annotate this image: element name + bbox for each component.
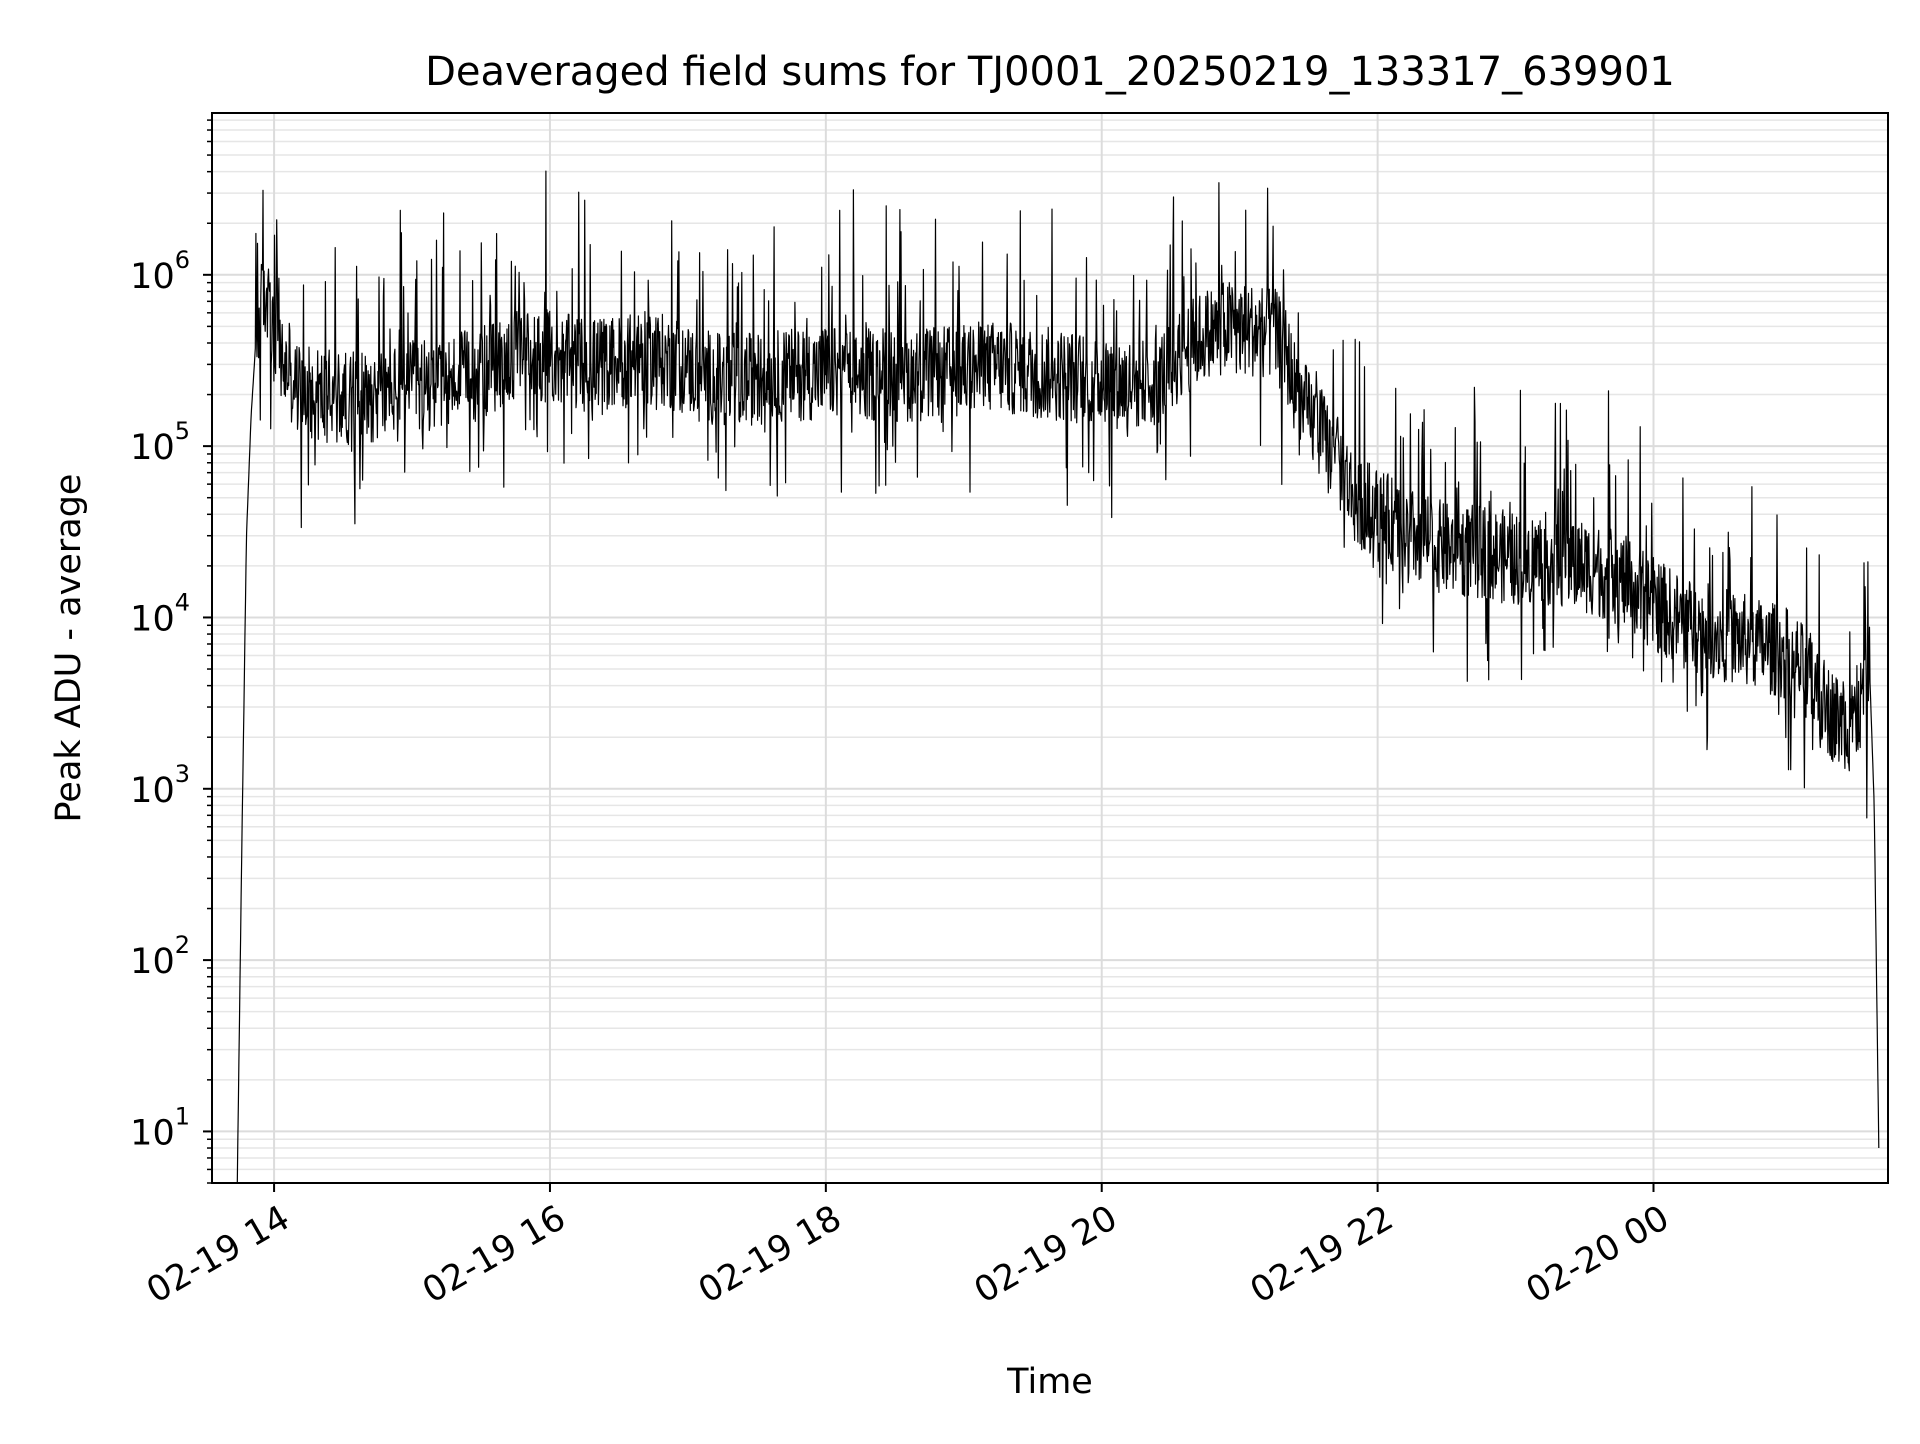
- y-tick-exponent: 2: [175, 931, 190, 959]
- y-tick-exponent: 1: [175, 1102, 190, 1130]
- series-layer: [236, 170, 1880, 1184]
- x-axis-label: Time: [1006, 1362, 1093, 1402]
- series-line: [236, 170, 1880, 1184]
- y-tick-exponent: 5: [175, 417, 190, 445]
- y-axis-label: Peak ADU - average: [49, 474, 89, 823]
- plot-frame: [211, 112, 1889, 1184]
- y-tick-exponent: 3: [175, 760, 190, 788]
- chart-title: Deaveraged field sums for TJ0001_2025021…: [425, 49, 1675, 95]
- y-tick-exponent: 6: [175, 246, 190, 274]
- y-tick-exponent: 4: [175, 588, 190, 616]
